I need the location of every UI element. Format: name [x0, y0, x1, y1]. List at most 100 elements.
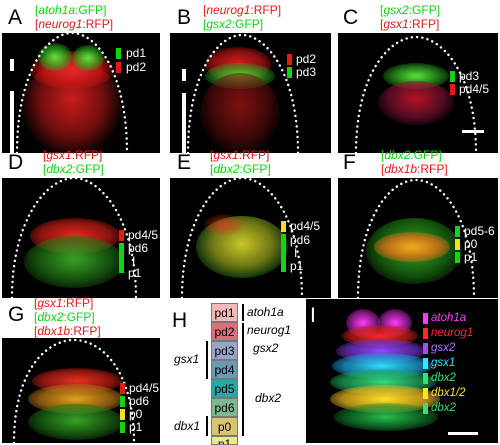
panel-i-scale-bar [448, 432, 478, 435]
panel-a-scale-large [10, 91, 14, 153]
panel-h-line-dbx1 [206, 416, 208, 436]
panel-b-bar-2 [287, 67, 292, 78]
panel-e-label-1: [gsx1:RFP] [210, 148, 270, 162]
panel-b-label-1: [neurog1:RFP] [203, 3, 282, 17]
panel-c-label-1: [gsx2:GFP] [380, 3, 441, 17]
panel-c-bar-1 [450, 71, 455, 82]
panel-d-domain-1: pd4/5 [128, 228, 159, 242]
panel-d-label-1: [gsx1:RFP] [43, 148, 103, 162]
panel-i-swatch-gsx1 [423, 358, 428, 369]
panel-i-gene-2: neurog1 [431, 327, 474, 339]
panel-g-domain-2: pd6 [129, 394, 150, 408]
panel-f-domain-2: p0 [464, 237, 478, 251]
panel-a-bar-2 [116, 62, 121, 73]
panel-a-outline [15, 33, 129, 153]
panel-b-bar-1 [287, 54, 292, 65]
panel-e-domain-1: pd4/5 [290, 219, 321, 233]
panel-letter-i: I [310, 304, 316, 327]
panel-d-domain-4: p1 [128, 266, 142, 280]
panel-i-gene-5: dbx2 [431, 372, 456, 384]
panel-g-label-2: [dbx2:GFP] [34, 310, 95, 324]
panel-i-swatch-atoh1a [423, 313, 428, 324]
panel-letter-c: C [343, 6, 359, 29]
panel-letter-h: H [172, 309, 188, 332]
panel-a-label-2: [neurog1:RFP] [35, 17, 114, 31]
panel-b-image: pd2 pd3 [170, 33, 331, 153]
panel-a-domain-2: pd2 [126, 60, 147, 74]
panel-e-domain-4: p1 [290, 259, 304, 273]
panel-e-domain-3: I [294, 246, 298, 260]
panel-h-line-gsx2 [242, 337, 244, 361]
panel-g-bar-1 [120, 383, 125, 394]
panel-d-outline [10, 178, 138, 298]
panel-b-domain-2: pd3 [296, 65, 317, 79]
panel-i-gene-1: atoh1a [431, 312, 467, 324]
panel-b-label-2: [gsx2:GFP] [203, 17, 264, 31]
panel-h-line-gsx1 [206, 341, 208, 379]
panel-i-swatch-dbx2-b [423, 403, 428, 414]
panel-e-label-2: [dbx2:GFP] [210, 162, 271, 176]
panel-c-bar-2 [450, 84, 455, 95]
panel-g-bar-4 [120, 422, 125, 433]
panel-h-box-pd6: pd6 [211, 398, 238, 417]
panel-i-swatch-dbx12 [423, 388, 428, 399]
panel-f-outline [356, 178, 476, 298]
panel-h-box-pd3: pd3 [211, 341, 238, 360]
panel-a-image: pd1 pd2 [2, 33, 160, 153]
panel-b-domain-1: pd2 [296, 52, 317, 66]
panel-f-bar-2 [455, 239, 460, 250]
panel-d-bar-1 [119, 230, 124, 241]
panel-g-image: pd4/5 pd6 p0 p1 [2, 338, 160, 443]
panel-d-bar-2 [119, 243, 124, 273]
panel-c-domain-1: pd3 [459, 69, 480, 83]
panel-letter-d: D [8, 151, 24, 174]
panel-c-domain-2: pd4/5 [459, 82, 490, 96]
panel-h-gene-atoh1a: atoh1a [247, 305, 284, 319]
panel-h-box-p0: p0 [211, 417, 238, 436]
panel-h-box-pd5: pd5 [211, 379, 238, 398]
panel-h-gene-gsx2: gsx2 [253, 341, 279, 355]
panel-a-domain-1: pd1 [126, 46, 147, 60]
panel-letter-e: E [177, 151, 192, 174]
panel-f-image: pd5-6 p0 p1 [338, 178, 498, 298]
panel-d-image: pd4/5 pd6 I p1 [2, 178, 160, 298]
panel-g-label-1: [gsx1:RFP] [34, 296, 94, 310]
panel-i-gene-6: dbx1/2 [431, 387, 466, 399]
panel-i-image: I atoh1a neurog1 gsx2 gsx1 dbx2 dbx1/2 d… [306, 299, 498, 443]
panel-b-scale-small [182, 69, 186, 81]
panel-g-domain-4: p1 [129, 420, 143, 434]
panel-g-domain-3: p0 [129, 407, 143, 421]
panel-a-label-1: [atoh1a:GFP] [35, 3, 107, 17]
panel-i-gene-3: gsx2 [431, 342, 456, 354]
panel-g-domain-1: pd4/5 [129, 381, 160, 395]
panel-g-label-3: [dbx1b:RFP] [34, 324, 101, 338]
panel-f-bar-1 [455, 226, 460, 237]
panel-h-box-pd1: pd1 [211, 303, 238, 322]
panel-i-swatch-dbx2-a [423, 373, 428, 384]
panel-f-bar-3 [455, 252, 460, 263]
panel-f-label-2: [dbx1b:RFP] [381, 162, 448, 176]
panel-h-gene-dbx2: dbx2 [255, 391, 282, 405]
panel-e-outline [180, 178, 304, 298]
panel-h-box-p1: p1 [211, 436, 238, 445]
panel-c-scale-bar [462, 130, 484, 133]
panel-letter-b: B [177, 6, 192, 29]
panel-i-swatch-gsx2 [423, 343, 428, 354]
panel-letter-g: G [8, 303, 25, 326]
panel-g-outline [12, 338, 136, 443]
panel-f-label-1: [dbx2:GFP] [381, 148, 442, 162]
panel-h-box-pd2: pd2 [211, 322, 238, 341]
panel-e-domain-2: pd6 [290, 233, 311, 247]
panel-b-scale-large [182, 93, 186, 153]
panel-h-box-pd4: pd4 [211, 360, 238, 379]
panel-g-bar-3 [120, 409, 125, 420]
panel-d-label-2: [dbx2:GFP] [43, 162, 104, 176]
panel-b-outline [186, 33, 300, 153]
panel-i-gene-4: gsx1 [431, 357, 456, 369]
panel-c-label-2: [gsx1:RFP] [380, 17, 440, 31]
panel-h-line-dbx2 [242, 360, 244, 436]
panel-h-gene-neurog1: neurog1 [247, 323, 292, 337]
panel-d-domain-3: I [132, 254, 136, 268]
panel-c-outline [354, 35, 478, 153]
panel-d-domain-2: pd6 [128, 241, 149, 255]
